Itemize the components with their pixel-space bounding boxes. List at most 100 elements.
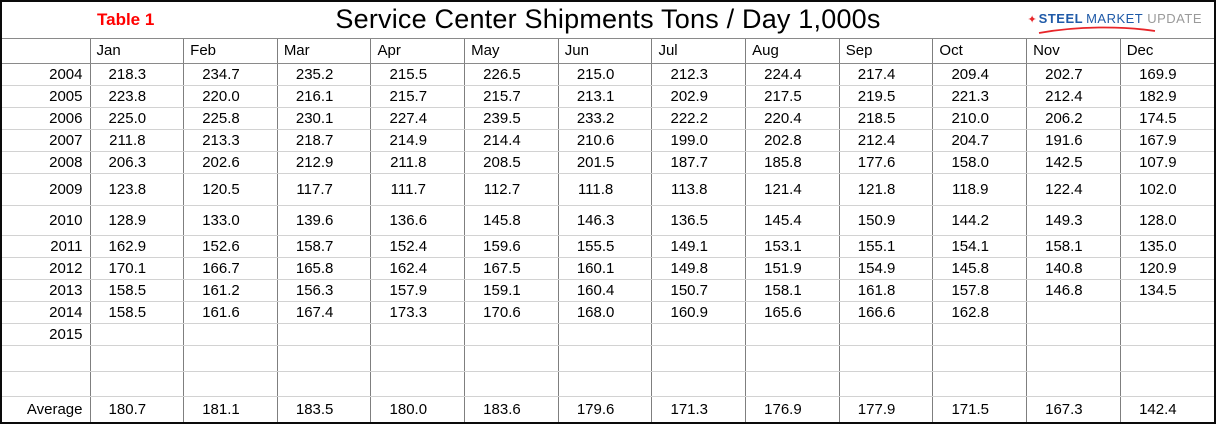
value-cell: 212.9 <box>276 151 371 175</box>
value-cell: 165.8 <box>276 257 371 280</box>
value-cell: 191.6 <box>1026 129 1121 153</box>
value-cell: 225.8 <box>183 107 278 131</box>
table-row <box>2 345 1214 372</box>
table-row: 2013 158.5 161.2 156.3 157.9 159.1 160.4 150.7 1… <box>2 279 1214 303</box>
value-cell: 153.1 <box>745 235 840 258</box>
value-cell <box>183 345 278 372</box>
value-cell <box>1026 323 1121 347</box>
month-header: Nov <box>1026 39 1121 64</box>
value-cell <box>838 371 933 398</box>
value-cell: 183.5 <box>276 396 371 422</box>
value-cell: 212.3 <box>651 63 746 86</box>
value-cell: 214.4 <box>464 129 559 153</box>
value-cell: 239.5 <box>464 107 559 131</box>
value-cell <box>838 323 933 347</box>
row-label: 2004 <box>2 63 90 86</box>
value-cell: 158.1 <box>745 279 840 303</box>
value-cell: 210.6 <box>557 129 652 153</box>
value-cell: 113.8 <box>651 173 746 207</box>
value-cell <box>183 323 278 347</box>
value-cell: 160.9 <box>651 301 746 325</box>
value-cell: 206.3 <box>89 151 184 175</box>
row-label: 2009 <box>2 173 90 207</box>
value-cell: 102.0 <box>1119 173 1214 207</box>
value-cell: 133.0 <box>183 205 278 236</box>
value-cell: 204.7 <box>932 129 1027 153</box>
value-cell: 158.1 <box>1026 235 1121 258</box>
value-cell: 111.7 <box>370 173 465 207</box>
month-header: Sep <box>838 39 933 64</box>
value-cell: 213.3 <box>183 129 278 153</box>
value-cell: 149.1 <box>651 235 746 258</box>
value-cell: 167.4 <box>276 301 371 325</box>
row-label: 2011 <box>2 235 90 258</box>
value-cell: 161.8 <box>838 279 933 303</box>
value-cell: 144.2 <box>932 205 1027 236</box>
table-row: 2007 211.8 213.3 218.7 214.9 214.4 210.6 199.0 2… <box>2 129 1214 153</box>
value-cell: 227.4 <box>370 107 465 131</box>
value-cell: 151.9 <box>745 257 840 280</box>
value-cell: 166.7 <box>183 257 278 280</box>
value-cell: 159.6 <box>464 235 559 258</box>
month-header: Mar <box>276 39 371 64</box>
value-cell: 135.0 <box>1119 235 1214 258</box>
table-row: 2006 225.0 225.8 230.1 227.4 239.5 233.2 222.2 2… <box>2 107 1214 131</box>
row-label <box>2 371 90 398</box>
value-cell <box>276 371 371 398</box>
value-cell: 224.4 <box>745 63 840 86</box>
value-cell: 220.0 <box>183 85 278 108</box>
value-cell: 222.2 <box>651 107 746 131</box>
row-label: 2013 <box>2 279 90 303</box>
row-label: 2014 <box>2 301 90 325</box>
value-cell <box>1119 345 1214 372</box>
value-cell: 162.4 <box>370 257 465 280</box>
value-cell: 149.3 <box>1026 205 1121 236</box>
value-cell <box>370 371 465 398</box>
value-cell: 230.1 <box>276 107 371 131</box>
value-cell: 206.2 <box>1026 107 1121 131</box>
value-cell: 187.7 <box>651 151 746 175</box>
table-row: 2004 218.3 234.7 235.2 215.5 226.5 215.0 212.3 2… <box>2 63 1214 86</box>
value-cell <box>932 345 1027 372</box>
value-cell: 154.1 <box>932 235 1027 258</box>
row-label: 2015 <box>2 323 90 347</box>
value-cell: 215.7 <box>370 85 465 108</box>
value-cell: 219.5 <box>838 85 933 108</box>
value-cell: 128.9 <box>89 205 184 236</box>
value-cell: 180.0 <box>370 396 465 422</box>
value-cell: 185.8 <box>745 151 840 175</box>
value-cell <box>651 323 746 347</box>
value-cell: 121.4 <box>745 173 840 207</box>
value-cell: 155.5 <box>557 235 652 258</box>
value-cell: 225.0 <box>89 107 184 131</box>
value-cell <box>89 323 184 347</box>
value-cell: 177.6 <box>838 151 933 175</box>
value-cell <box>932 371 1027 398</box>
value-cell <box>183 371 278 398</box>
value-cell: 218.3 <box>89 63 184 86</box>
value-cell: 218.5 <box>838 107 933 131</box>
value-cell <box>1026 301 1121 325</box>
value-cell: 145.8 <box>464 205 559 236</box>
row-label: 2010 <box>2 205 90 236</box>
value-cell: 158.0 <box>932 151 1027 175</box>
row-label: Average <box>26 401 83 419</box>
value-cell <box>557 371 652 398</box>
value-cell <box>464 345 559 372</box>
value-cell: 158.7 <box>276 235 371 258</box>
value-cell <box>745 323 840 347</box>
value-cell: 168.0 <box>557 301 652 325</box>
value-cell: 118.9 <box>932 173 1027 207</box>
value-cell: 176.9 <box>745 396 840 422</box>
value-cell: 208.5 <box>464 151 559 175</box>
value-cell: 211.8 <box>370 151 465 175</box>
value-cell: 181.1 <box>183 396 278 422</box>
value-cell: 149.8 <box>651 257 746 280</box>
value-cell: 215.0 <box>557 63 652 86</box>
value-cell <box>557 345 652 372</box>
logo-update-text: UPDATE <box>1147 11 1202 26</box>
value-cell: 217.5 <box>745 85 840 108</box>
value-cell: 162.8 <box>932 301 1027 325</box>
value-cell: 215.5 <box>370 63 465 86</box>
